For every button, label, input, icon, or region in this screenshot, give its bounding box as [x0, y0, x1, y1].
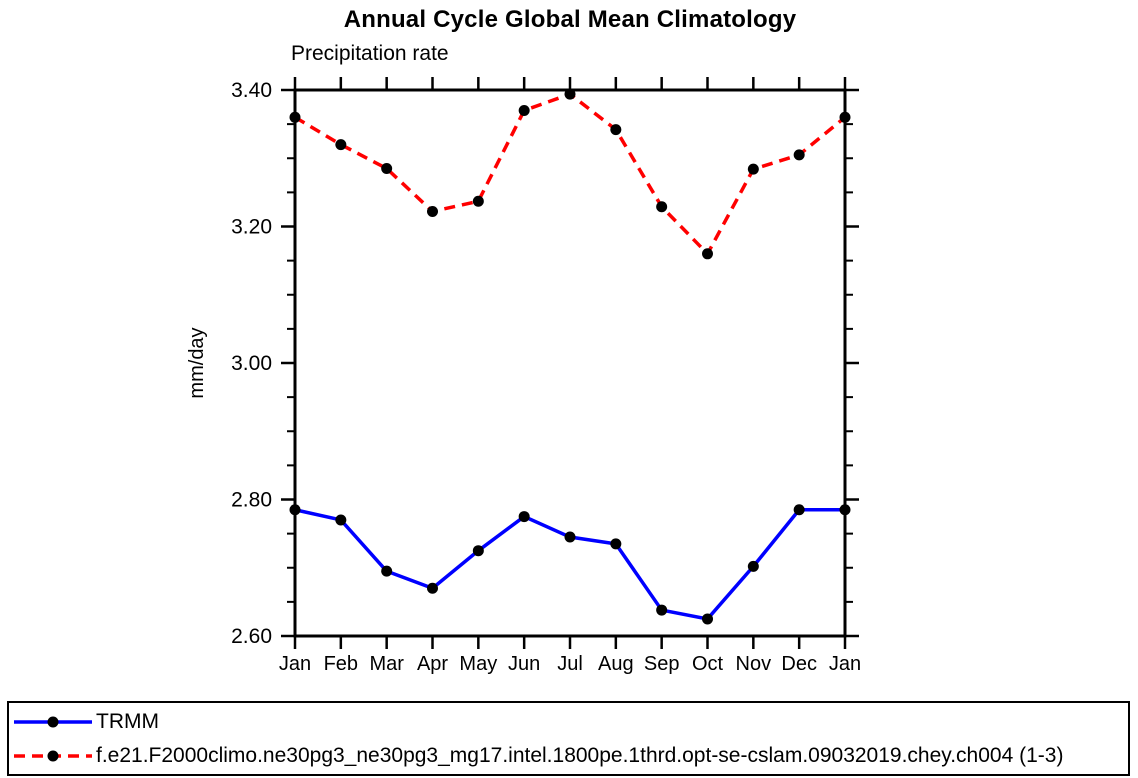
svg-text:3.20: 3.20 [231, 216, 272, 239]
svg-text:Feb: Feb [324, 653, 358, 675]
series-markers-0 [289, 504, 851, 625]
y-axis-labels: 2.60 2.80 3.00 3.20 3.40 [231, 79, 272, 648]
legend-item-trmm: TRMM [12, 705, 1128, 738]
svg-text:May: May [459, 653, 497, 675]
svg-text:Jan: Jan [829, 653, 861, 675]
legend-label-trmm: TRMM [96, 710, 159, 733]
series-line-0 [294, 507, 845, 621]
legend-line-sample-solid-icon [14, 716, 92, 727]
svg-text:Nov: Nov [736, 653, 772, 675]
svg-text:Apr: Apr [417, 653, 448, 675]
series-line-1 [294, 92, 847, 257]
svg-text:3.40: 3.40 [231, 79, 272, 102]
svg-text:3.00: 3.00 [231, 352, 272, 375]
svg-text:Jul: Jul [557, 653, 583, 675]
legend-item-model: f.e21.F2000climo.ne30pg3_ne30pg3_mg17.in… [12, 739, 1128, 772]
svg-text:Oct: Oct [692, 653, 724, 675]
series-markers-1 [289, 88, 851, 260]
y-axis-title: mm/day [186, 327, 208, 398]
x-axis-ticks [293, 77, 847, 649]
chart-title: Annual Cycle Global Mean Climatology [343, 6, 797, 33]
svg-text:2.80: 2.80 [231, 489, 272, 512]
x-axis-labels: Jan Feb Mar Apr May Jun Jul Aug Sep Oct Nov Dec Jan [279, 653, 861, 675]
svg-text:Aug: Aug [598, 653, 634, 675]
svg-text:Dec: Dec [781, 653, 817, 675]
svg-text:Jan: Jan [279, 653, 311, 675]
svg-text:Sep: Sep [644, 653, 680, 675]
legend: TRMM f.e21.F2000climo.ne30pg3_ne30pg3_mg… [7, 701, 1130, 776]
y-axis-ticks [281, 88, 859, 638]
svg-text:Jun: Jun [508, 653, 540, 675]
svg-text:Mar: Mar [369, 653, 404, 675]
svg-text:2.60: 2.60 [231, 625, 272, 648]
chart-subtitle: Precipitation rate [291, 42, 449, 65]
plot-svg: Jan Feb Mar Apr May Jun Jul Aug Sep Oct Nov Dec Jan 2… [186, 77, 861, 675]
legend-label-model: f.e21.F2000climo.ne30pg3_ne30pg3_mg17.in… [96, 744, 1064, 767]
legend-line-sample-dashed-icon [14, 750, 92, 761]
